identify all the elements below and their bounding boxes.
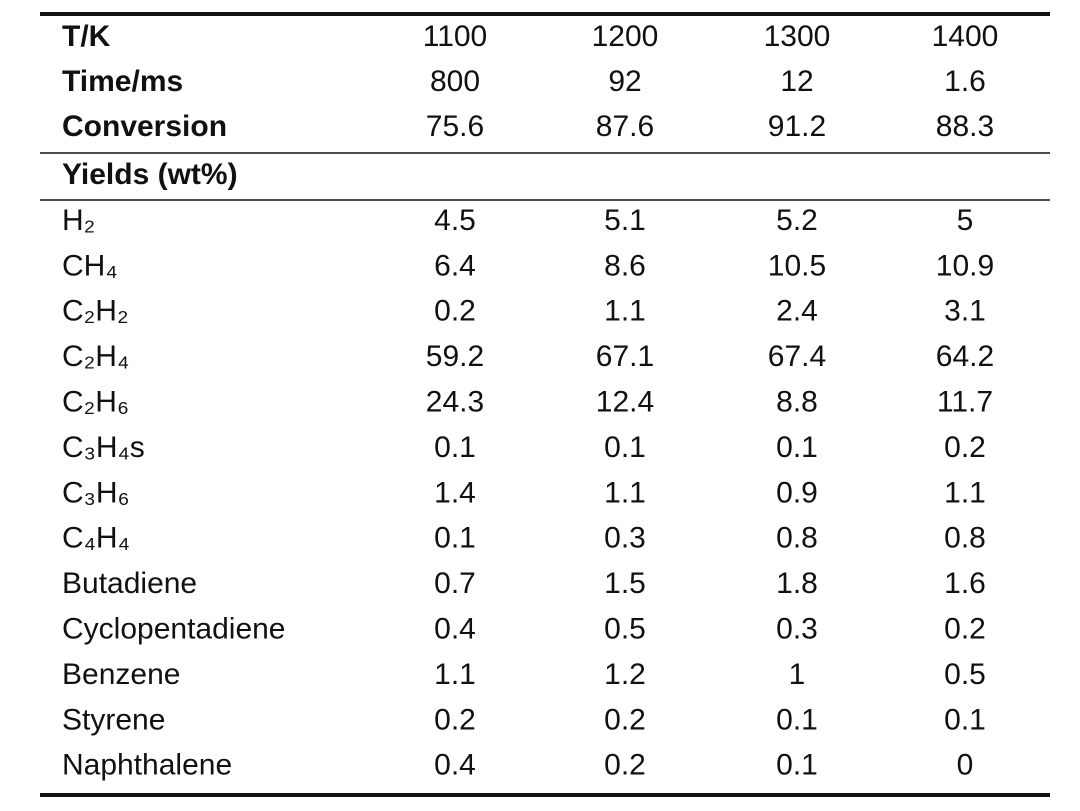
cell: 1.4 bbox=[434, 476, 476, 509]
cell: 0.4 bbox=[434, 613, 476, 646]
cell: 67.1 bbox=[596, 340, 654, 373]
cell: 0.2 bbox=[604, 749, 646, 782]
cell: 0.5 bbox=[944, 658, 986, 691]
row-label: T/K bbox=[62, 20, 111, 53]
cell: 0.2 bbox=[944, 431, 986, 464]
cell: 800 bbox=[430, 65, 480, 98]
row-label: C₃H₆ bbox=[62, 476, 130, 509]
cell: 0.2 bbox=[944, 613, 986, 646]
row-label: Styrene bbox=[62, 703, 165, 736]
cell: 12 bbox=[780, 65, 813, 98]
cell: 1200 bbox=[592, 20, 659, 53]
cell: 92 bbox=[608, 65, 641, 98]
cell: 1.8 bbox=[776, 567, 818, 600]
cell: 0.3 bbox=[604, 522, 646, 555]
cell: 0.8 bbox=[944, 522, 986, 555]
row-label: C₄H₄ bbox=[62, 522, 130, 555]
cell: 0.9 bbox=[776, 476, 818, 509]
section-label: Yields (wt%) bbox=[62, 158, 238, 191]
cell: 0.2 bbox=[434, 295, 476, 328]
cell: 11.7 bbox=[937, 386, 993, 419]
cell: 0.1 bbox=[776, 749, 818, 782]
row-label: Cyclopentadiene bbox=[62, 613, 286, 646]
cell: 10.5 bbox=[768, 249, 826, 282]
cell: 0 bbox=[957, 749, 974, 782]
cell: 1.1 bbox=[604, 476, 646, 509]
row-label: Time/ms bbox=[62, 65, 183, 98]
row-label: C₃H₄s bbox=[62, 431, 145, 464]
row-label: H₂ bbox=[62, 204, 95, 237]
cell: 8.8 bbox=[776, 386, 818, 419]
row-label: C₂H₄ bbox=[62, 340, 129, 373]
cell: 3.1 bbox=[944, 295, 986, 328]
cell: 0.8 bbox=[776, 522, 818, 555]
cell: 0.1 bbox=[434, 522, 476, 555]
cell: 10.9 bbox=[936, 249, 994, 282]
cell: 0.1 bbox=[604, 431, 646, 464]
cell: 91.2 bbox=[768, 110, 826, 143]
cell: 12.4 bbox=[596, 386, 654, 419]
cell: 1.6 bbox=[944, 65, 986, 98]
cell: 1.5 bbox=[604, 567, 646, 600]
cell: 1400 bbox=[932, 20, 999, 53]
row-label: C₂H₂ bbox=[62, 295, 129, 328]
cell: 1.6 bbox=[944, 567, 986, 600]
cell: 5.1 bbox=[604, 204, 646, 237]
cell: 1100 bbox=[423, 20, 488, 53]
cell: 0.1 bbox=[776, 703, 818, 736]
cell: 0.3 bbox=[776, 613, 818, 646]
cell: 87.6 bbox=[596, 110, 654, 143]
cell: 4.5 bbox=[434, 204, 476, 237]
cell: 0.2 bbox=[604, 703, 646, 736]
cell: 1.1 bbox=[604, 295, 646, 328]
cell: 0.1 bbox=[776, 431, 818, 464]
row-label: Naphthalene bbox=[62, 749, 232, 782]
cell: 88.3 bbox=[936, 110, 994, 143]
cell: 0.7 bbox=[434, 567, 476, 600]
cell: 0.2 bbox=[434, 703, 476, 736]
row-label: Butadiene bbox=[62, 567, 197, 600]
cell: 6.4 bbox=[434, 249, 476, 282]
cell: 1.1 bbox=[944, 476, 986, 509]
row-label: C₂H₆ bbox=[62, 386, 129, 419]
cell: 5 bbox=[957, 204, 974, 237]
cell: 0.4 bbox=[434, 749, 476, 782]
row-label: Conversion bbox=[62, 110, 227, 143]
cell: 24.3 bbox=[426, 386, 484, 419]
cell: 5.2 bbox=[776, 204, 818, 237]
cell: 75.6 bbox=[426, 110, 484, 143]
cell: 8.6 bbox=[604, 249, 646, 282]
cell: 64.2 bbox=[936, 340, 994, 373]
cell: 0.5 bbox=[604, 613, 646, 646]
cell: 2.4 bbox=[776, 295, 818, 328]
cell: 1300 bbox=[764, 20, 831, 53]
cell: 0.1 bbox=[944, 703, 986, 736]
cell: 59.2 bbox=[426, 340, 484, 373]
row-label: CH₄ bbox=[62, 249, 118, 282]
cell: 1.2 bbox=[604, 658, 646, 691]
cell: 1.1 bbox=[434, 658, 476, 691]
cell: 0.1 bbox=[434, 431, 476, 464]
cell: 1 bbox=[789, 658, 806, 691]
row-label: Benzene bbox=[62, 658, 180, 691]
cell: 67.4 bbox=[768, 340, 826, 373]
